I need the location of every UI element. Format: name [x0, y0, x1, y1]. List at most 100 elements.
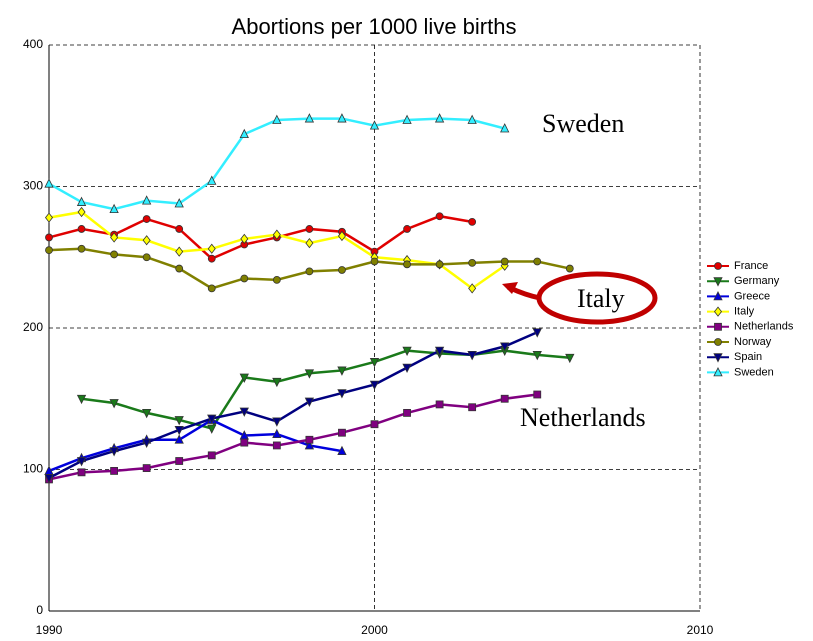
y-tick-label: 200	[23, 320, 43, 334]
marker	[369, 358, 380, 368]
marker	[713, 306, 723, 317]
chart-title: Abortions per 1000 live births	[232, 14, 517, 39]
marker	[109, 203, 119, 214]
marker	[713, 277, 723, 287]
marker	[109, 447, 119, 457]
marker	[468, 217, 477, 226]
marker	[305, 237, 314, 249]
marker	[142, 408, 152, 419]
marker	[305, 435, 314, 444]
series-line	[81, 349, 570, 430]
marker	[240, 233, 249, 245]
marker	[402, 114, 412, 124]
marker	[565, 353, 575, 364]
x-tick-label: 1990	[36, 623, 63, 637]
marker	[435, 212, 444, 221]
marker	[239, 407, 249, 417]
marker	[304, 113, 315, 123]
marker	[240, 274, 249, 283]
marker	[175, 246, 184, 257]
marker	[532, 328, 542, 338]
marker	[174, 198, 184, 208]
marker	[175, 457, 184, 465]
marker	[402, 363, 412, 374]
marker	[565, 264, 574, 273]
marker	[434, 346, 445, 357]
marker	[714, 338, 722, 346]
marker	[500, 257, 509, 266]
arrow-head	[502, 282, 518, 294]
marker	[207, 424, 217, 434]
marker	[713, 353, 723, 363]
marker	[207, 414, 217, 424]
marker	[304, 440, 315, 450]
marker	[305, 267, 314, 276]
x-tick-label: 2010	[687, 623, 714, 637]
marker	[369, 120, 380, 130]
y-tick-label: 400	[23, 37, 43, 51]
marker	[45, 233, 53, 242]
marker	[468, 283, 477, 294]
marker	[272, 229, 281, 240]
series-line	[48, 117, 506, 211]
marker	[468, 403, 477, 412]
legend-label: Germany	[734, 275, 780, 287]
marker	[337, 366, 347, 376]
marker	[174, 416, 184, 426]
legend-label: Netherlands	[734, 321, 794, 333]
y-tick-label: 0	[36, 603, 43, 617]
marker	[435, 260, 444, 269]
x-tick-label: 2000	[361, 623, 388, 637]
annotation: Italy	[577, 284, 625, 313]
marker	[207, 254, 216, 263]
marker	[337, 389, 347, 399]
marker	[239, 373, 249, 383]
marker	[500, 342, 510, 352]
marker	[174, 434, 184, 444]
marker	[207, 451, 216, 460]
y-tick-label: 100	[23, 462, 43, 476]
marker	[110, 250, 118, 259]
marker	[338, 266, 346, 274]
marker	[403, 225, 411, 233]
marker	[305, 225, 314, 233]
legend-label: Italy	[734, 306, 755, 318]
series-line	[48, 214, 473, 261]
legend-label: Greece	[734, 290, 770, 302]
marker	[467, 114, 477, 124]
marker	[500, 123, 510, 133]
marker	[142, 235, 151, 246]
marker	[468, 259, 477, 267]
series-line	[48, 418, 343, 473]
marker	[272, 114, 282, 124]
marker	[713, 291, 723, 301]
marker	[44, 474, 54, 484]
marker	[434, 113, 445, 123]
marker	[240, 438, 249, 447]
marker	[110, 467, 118, 475]
marker	[403, 408, 411, 417]
legend-label: Norway	[734, 336, 772, 348]
marker	[533, 390, 542, 399]
marker	[44, 178, 54, 188]
marker	[207, 175, 217, 185]
marker	[714, 262, 722, 270]
marker	[369, 380, 380, 390]
marker	[533, 257, 542, 266]
marker	[370, 420, 379, 429]
marker	[77, 225, 86, 233]
marker	[142, 438, 152, 449]
marker	[467, 350, 477, 361]
y-tick-label: 300	[23, 179, 43, 193]
marker	[272, 428, 282, 439]
marker	[714, 322, 722, 331]
marker	[44, 212, 54, 223]
marker	[207, 243, 216, 254]
marker	[175, 225, 184, 233]
marker	[304, 369, 315, 379]
marker	[110, 232, 119, 243]
annotation: Sweden	[542, 109, 624, 138]
marker	[142, 195, 152, 205]
marker	[239, 128, 249, 139]
